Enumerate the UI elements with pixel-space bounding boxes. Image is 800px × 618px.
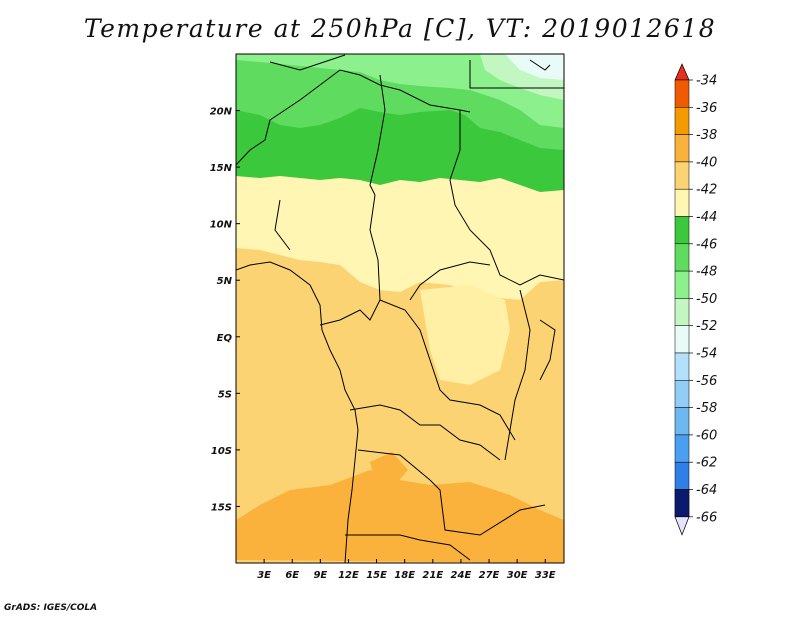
lat-tick-label: 20N <box>210 107 233 118</box>
borders <box>236 54 564 563</box>
colorbar-cell <box>674 298 690 326</box>
colorbar-label: -60 <box>696 428 717 443</box>
lat-tick-label: 15S <box>211 502 232 513</box>
latitude-axis: 20N 15N 10N 5N EQ 5S 10S 15S <box>210 107 240 513</box>
grads-credit: GrADS: IGES/COLA <box>4 603 98 613</box>
colorbar-cell <box>674 161 690 190</box>
colorbar-label: -40 <box>696 155 717 170</box>
lat-tick-label: 5S <box>218 389 232 400</box>
lat-tick-label: 15N <box>210 163 233 174</box>
field-band-38-36-spot <box>370 452 408 485</box>
colorbar-label: -54 <box>696 347 717 362</box>
colorbar-cell <box>674 407 690 436</box>
colorbar-label: -58 <box>696 401 717 416</box>
map-frame <box>235 53 565 564</box>
lat-tick-label: EQ <box>217 333 233 344</box>
colorbar-cell <box>674 461 690 490</box>
colorbar-legend: -34 -36 -38 -40 -42 -44 -46 -48 -50 -52 -54 -56 -58 -… <box>674 63 717 536</box>
colorbar-top-arrow <box>674 63 690 81</box>
colorbar-label: -48 <box>696 265 717 280</box>
colorbar-cell <box>674 134 690 163</box>
lon-tick-label: 24E <box>451 570 472 581</box>
colorbar-label: -38 <box>696 128 717 143</box>
colorbar-cell <box>674 216 690 245</box>
colorbar-label: -34 <box>696 74 717 89</box>
lon-tick-label: 27E <box>479 570 500 581</box>
colorbar-label: -44 <box>696 210 717 225</box>
colorbar-cell <box>674 380 690 408</box>
lon-tick-label: 18E <box>394 570 415 581</box>
field-band-54-52 <box>505 54 564 80</box>
colorbar-bottom-arrow <box>674 516 690 536</box>
temperature-field <box>236 54 564 563</box>
colorbar-cell <box>674 107 690 135</box>
colorbar-cell <box>674 270 690 299</box>
field-band-38-36-south <box>236 470 564 563</box>
lat-tick-label: 5N <box>217 276 233 287</box>
lon-tick-label: 12E <box>338 570 359 581</box>
field-band-42-40-north <box>236 170 564 300</box>
lat-tick-label: 10N <box>210 220 233 231</box>
lon-tick-label: 9E <box>313 570 327 581</box>
colorbar-cell <box>674 489 690 518</box>
colorbar-cell <box>674 352 690 381</box>
field-band-50-48 <box>236 54 564 128</box>
colorbar-label: -62 <box>696 456 717 471</box>
colorbar-label: -36 <box>696 101 717 116</box>
lon-tick-label: 30E <box>507 570 528 581</box>
colorbar-cell <box>674 243 690 272</box>
chart-title: Temperature at 250hPa [C], VT: 201901261… <box>83 14 717 43</box>
lat-tick-label: 10S <box>211 446 232 457</box>
longitude-axis: 3E 6E 9E 12E 15E 18E 21E 24E 27E 30E 33E <box>257 559 556 581</box>
lon-tick-label: 15E <box>366 570 387 581</box>
colorbar-label: -42 <box>696 183 717 198</box>
colorbar-label: -50 <box>696 292 717 307</box>
lon-tick-label: 6E <box>285 570 299 581</box>
field-band-42-40-congo <box>420 285 510 385</box>
colorbar-cell <box>674 188 690 217</box>
colorbar-cell <box>674 325 690 354</box>
colorbar-cell <box>674 434 690 463</box>
lon-tick-label: 33E <box>535 570 556 581</box>
colorbar-label: -64 <box>696 483 717 498</box>
colorbar-label: -56 <box>696 374 717 389</box>
colorbar-cell <box>674 79 690 108</box>
colorbar-label: -52 <box>696 319 717 334</box>
colorbar-label: -66 <box>696 510 717 525</box>
lon-tick-label: 3E <box>257 570 271 581</box>
colorbar-label: -46 <box>696 237 717 252</box>
lon-tick-label: 21E <box>422 570 443 581</box>
